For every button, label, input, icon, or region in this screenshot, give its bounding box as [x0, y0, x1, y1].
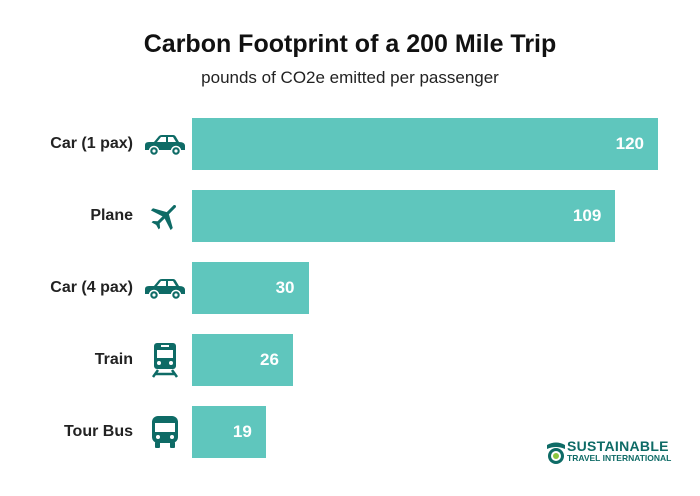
data-label: 30 — [275, 278, 295, 297]
bar — [192, 262, 309, 314]
logo-line1: SUSTAINABLE — [567, 438, 669, 454]
sustainable-travel-logo: SUSTAINABLE TRAVEL INTERNATIONAL — [546, 438, 671, 466]
data-label: 109 — [572, 206, 602, 225]
bus-icon — [143, 406, 187, 458]
car-icon — [143, 262, 187, 314]
train-icon — [143, 334, 187, 386]
plane-icon — [143, 190, 187, 242]
data-label: 120 — [615, 134, 644, 153]
data-label: 19 — [232, 422, 252, 441]
category-label: Car (4 pax) — [50, 279, 133, 296]
category-label: Plane — [90, 207, 133, 224]
logo-line2: TRAVEL INTERNATIONAL — [567, 453, 672, 463]
bar — [192, 190, 616, 242]
category-label: Tour Bus — [63, 423, 133, 440]
category-label: Car (1 pax) — [50, 135, 133, 152]
chart-subtitle: pounds of CO2e emitted per passenger — [201, 68, 499, 87]
bar — [192, 118, 658, 170]
bar — [192, 406, 266, 458]
logo-emblem-icon — [547, 442, 565, 464]
category-label: Train — [94, 351, 133, 368]
bar — [192, 334, 293, 386]
data-label: 26 — [260, 350, 279, 369]
chart-title: Carbon Footprint of a 200 Mile Trip — [143, 30, 557, 58]
car-icon — [143, 118, 187, 170]
